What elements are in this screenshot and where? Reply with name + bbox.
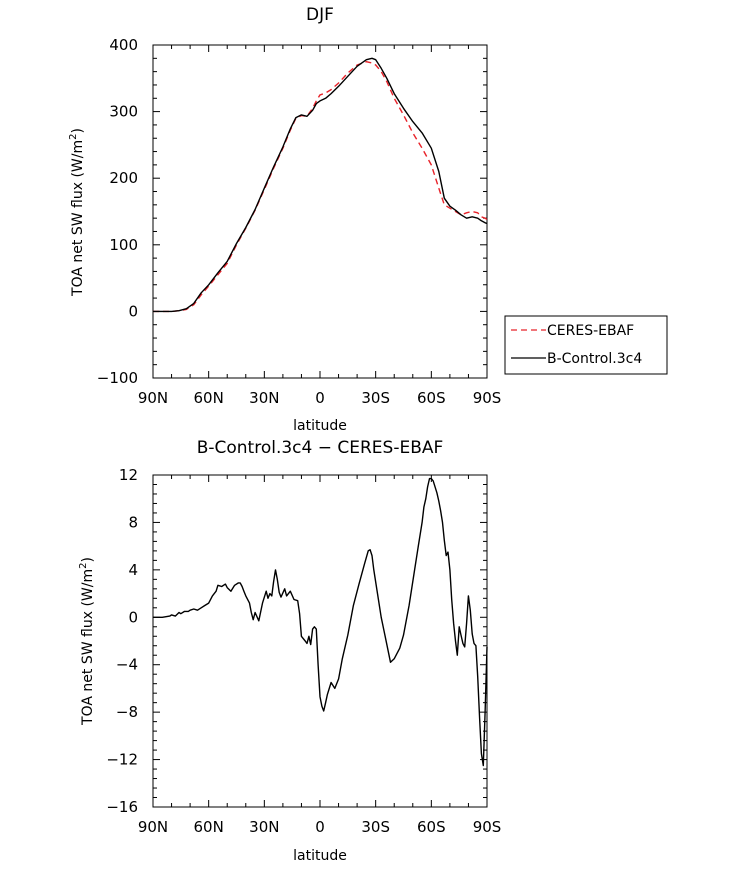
x-tick-label: 90N (138, 389, 168, 407)
y-tick-label: 100 (109, 236, 138, 254)
legend-box (504, 315, 668, 375)
panel-top-djf: DJF 90N 60N 30N 0 30S 60S 90S −100 0 100 200 300 400… (68, 5, 668, 434)
y-tick-label: −4 (116, 656, 138, 674)
x-tick-label: 0 (315, 818, 325, 836)
x-tick-label: 90S (473, 389, 502, 407)
y-tick-label: 300 (109, 103, 138, 121)
panel-bottom-difference: B-Control.3c4 − CERES-EBAF 90N 60N 30N 0 30S… (78, 438, 501, 864)
y-tick-label: 12 (119, 466, 138, 484)
x-tick-label: 90N (138, 818, 168, 836)
legend: CERES-EBAF B-Control.3c4 (504, 315, 668, 375)
series-line-difference (153, 477, 488, 767)
legend-label-b-control: B-Control.3c4 (547, 351, 642, 367)
y-tick-label: 0 (128, 302, 138, 320)
x-tick-label: 60N (194, 389, 224, 407)
plot-frame (152, 474, 488, 808)
x-axis-label: latitude (293, 848, 347, 864)
x-tick-label: 30N (249, 818, 279, 836)
y-tick-label: 4 (128, 561, 138, 579)
y-tick-label: 400 (109, 36, 138, 54)
y-tick-label: −16 (106, 798, 138, 816)
series-line-ceres-ebaf (153, 61, 488, 313)
y-tick-label: −100 (97, 369, 138, 387)
y-tick-label: −8 (116, 703, 138, 721)
x-tick-label: 0 (315, 389, 325, 407)
x-tick-label: 30S (361, 818, 390, 836)
x-tick-label: 60S (417, 389, 446, 407)
y-tick-label: 0 (128, 608, 138, 626)
x-tick-label: 60N (194, 818, 224, 836)
y-tick-label: 8 (128, 513, 138, 531)
y-tick-label: 200 (109, 169, 138, 187)
legend-label-ceres-ebaf: CERES-EBAF (547, 323, 634, 339)
x-tick-label: 30N (249, 389, 279, 407)
x-tick-label: 30S (361, 389, 390, 407)
x-tick-label: 90S (473, 818, 502, 836)
chart-title: B-Control.3c4 − CERES-EBAF (197, 438, 444, 458)
y-axis-label: TOA net SW flux (W/m2) (68, 128, 86, 297)
x-tick-label: 60S (417, 818, 446, 836)
x-axis-label: latitude (293, 418, 347, 434)
y-tick-label: −12 (106, 751, 138, 769)
series-line-b-control-3c4 (153, 57, 488, 313)
y-axis-label: TOA net SW flux (W/m2) (78, 557, 96, 726)
chart-title: DJF (306, 5, 334, 25)
